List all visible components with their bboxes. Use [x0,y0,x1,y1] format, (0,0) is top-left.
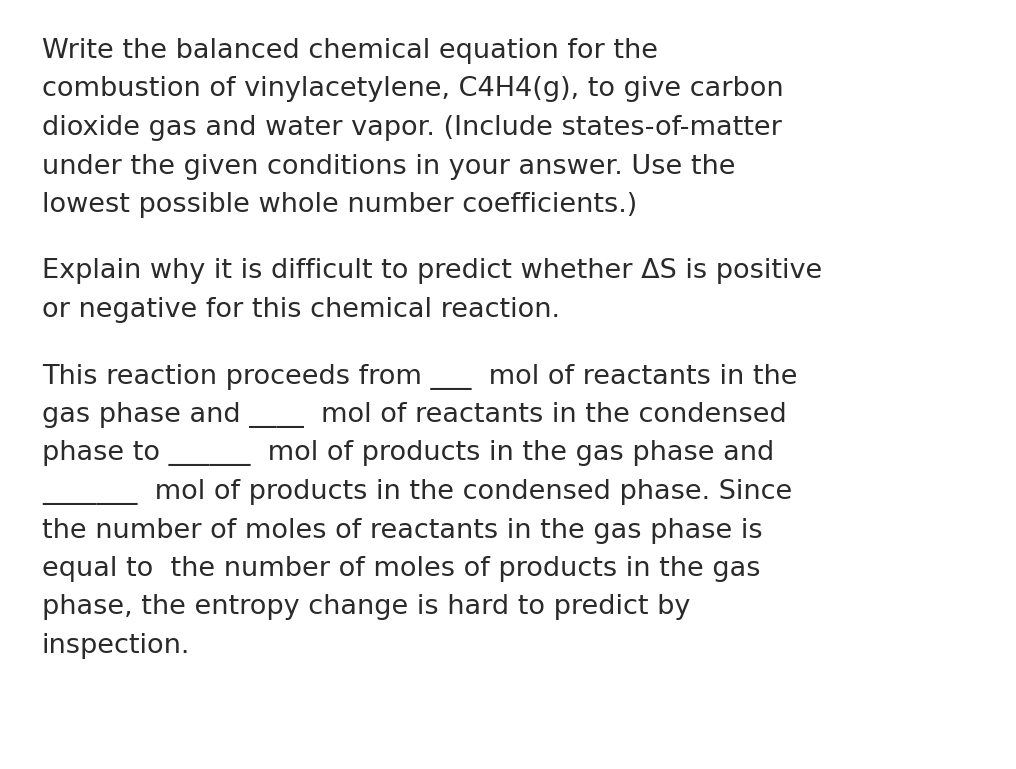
Text: gas phase and ____  mol of reactants in the condensed: gas phase and ____ mol of reactants in t… [42,402,786,428]
Text: under the given conditions in your answer. Use the: under the given conditions in your answe… [42,154,736,179]
Text: or negative for this chemical reaction.: or negative for this chemical reaction. [42,297,560,323]
Text: inspection.: inspection. [42,633,190,659]
Text: lowest possible whole number coefficients.): lowest possible whole number coefficient… [42,192,637,218]
Text: This reaction proceeds from ___  mol of reactants in the: This reaction proceeds from ___ mol of r… [42,364,798,390]
Text: phase, the entropy change is hard to predict by: phase, the entropy change is hard to pre… [42,594,691,621]
Text: Explain why it is difficult to predict whether ΔS is positive: Explain why it is difficult to predict w… [42,258,822,285]
Text: phase to ______  mol of products in the gas phase and: phase to ______ mol of products in the g… [42,441,774,467]
Text: Write the balanced chemical equation for the: Write the balanced chemical equation for… [42,38,658,64]
Text: dioxide gas and water vapor. (Include states-of-matter: dioxide gas and water vapor. (Include st… [42,115,782,141]
Text: the number of moles of reactants in the gas phase is: the number of moles of reactants in the … [42,518,763,544]
Text: _______  mol of products in the condensed phase. Since: _______ mol of products in the condensed… [42,479,792,505]
Text: combustion of vinylacetylene, C4H4(g), to give carbon: combustion of vinylacetylene, C4H4(g), t… [42,76,783,102]
Text: equal to  the number of moles of products in the gas: equal to the number of moles of products… [42,556,761,582]
